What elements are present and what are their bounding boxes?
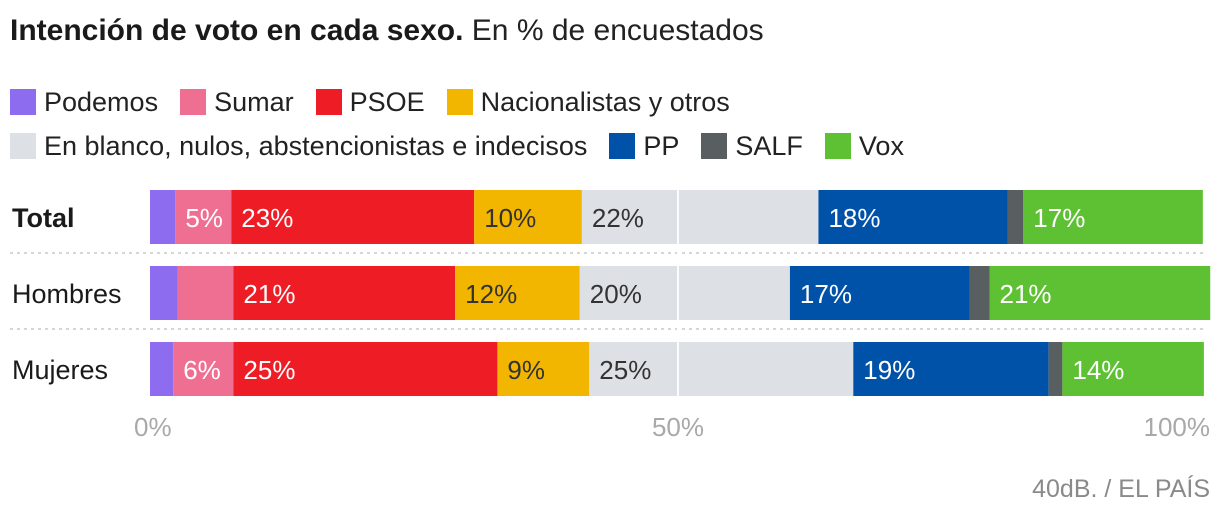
bar-segment <box>173 342 234 396</box>
legend-swatch <box>446 89 473 115</box>
bar-segment <box>231 190 475 244</box>
bar-segment <box>1062 342 1204 396</box>
category-label: Mujeres <box>12 355 108 385</box>
bar-segment <box>175 190 232 244</box>
bar-segment <box>1048 342 1063 396</box>
bar-segment <box>969 266 990 320</box>
bar-segment <box>233 266 456 320</box>
bar-segment <box>150 190 176 244</box>
legend-label: SALF <box>735 131 803 161</box>
legend-swatch <box>315 89 342 115</box>
data-label: 17% <box>800 279 852 309</box>
legend: Podemos Sumar PSOE Nacionalistas y otros En … <box>10 80 1210 168</box>
category-label: Hombres <box>12 279 122 309</box>
bar-segment <box>853 342 1049 396</box>
data-label: 22% <box>592 203 644 233</box>
data-label: 10% <box>484 203 536 233</box>
data-label: 9% <box>507 355 545 385</box>
legend-item: Nacionalistas y otros <box>446 80 730 124</box>
bar-segment <box>150 342 174 396</box>
source-credit: 40dB. / EL PAÍS <box>1032 475 1210 503</box>
bar-segment <box>581 190 819 244</box>
data-label: 17% <box>1033 203 1085 233</box>
legend-label: Sumar <box>214 87 294 117</box>
data-label: 14% <box>1072 355 1124 385</box>
data-label: 18% <box>828 203 880 233</box>
data-label: 12% <box>465 279 517 309</box>
legend-swatch <box>10 133 36 159</box>
title-main: Intención de voto en cada sexo. <box>10 14 464 47</box>
x-tick-label: 50% <box>652 412 704 442</box>
data-label: 5% <box>185 203 223 233</box>
data-label: 25% <box>243 355 295 385</box>
legend-label: PSOE <box>349 87 425 117</box>
legend-swatch <box>180 89 207 115</box>
data-label: 6% <box>183 355 221 385</box>
legend-label: Vox <box>858 131 904 161</box>
legend-item: PSOE <box>315 80 425 124</box>
legend-item: PP <box>609 124 679 168</box>
bar-segment <box>589 342 854 396</box>
title-subtitle: En % de encuestados <box>471 14 764 47</box>
bar-segment <box>989 266 1211 320</box>
category-label: Total <box>12 203 75 233</box>
bar-segment <box>1023 190 1203 244</box>
stacked-bar-chart: Total 5% 23% 10% 22% 18% 17% Hombres 21% 12% 20% 17… <box>10 190 1211 442</box>
bar-segment <box>818 190 1008 244</box>
legend-label: Podemos <box>44 87 159 117</box>
bar-segment <box>455 266 580 320</box>
bar-segment <box>497 342 590 396</box>
bar-segment <box>474 190 582 244</box>
bar-segment <box>177 266 234 320</box>
data-label: 21% <box>1000 279 1052 309</box>
data-label: 25% <box>599 355 651 385</box>
data-label: 19% <box>863 355 915 385</box>
legend-item: Sumar <box>180 80 294 124</box>
bar-segment <box>579 266 790 320</box>
x-tick-label: 100% <box>1144 412 1211 442</box>
legend-label: PP <box>643 131 680 161</box>
data-label: 21% <box>243 279 295 309</box>
legend-label: En blanco, nulos, abstencionistas e inde… <box>44 131 588 161</box>
legend-swatch <box>701 133 728 159</box>
bar-segment <box>789 266 970 320</box>
chart-title: Intención de voto en cada sexo. En % de … <box>10 14 764 48</box>
legend-swatch <box>824 133 851 159</box>
bar-segment <box>150 266 178 320</box>
data-label: 20% <box>590 279 642 309</box>
bar-segment <box>1007 190 1024 244</box>
bar-segment <box>233 342 498 396</box>
legend-item: Podemos <box>10 80 158 124</box>
legend-swatch <box>609 133 636 159</box>
legend-swatch <box>10 89 36 115</box>
legend-item: Vox <box>824 124 904 168</box>
data-label: 23% <box>241 203 293 233</box>
x-tick-label: 0% <box>134 412 172 442</box>
legend-label: Nacionalistas y otros <box>480 87 730 117</box>
legend-item: SALF <box>701 124 803 168</box>
legend-item: En blanco, nulos, abstencionistas e inde… <box>10 124 587 168</box>
